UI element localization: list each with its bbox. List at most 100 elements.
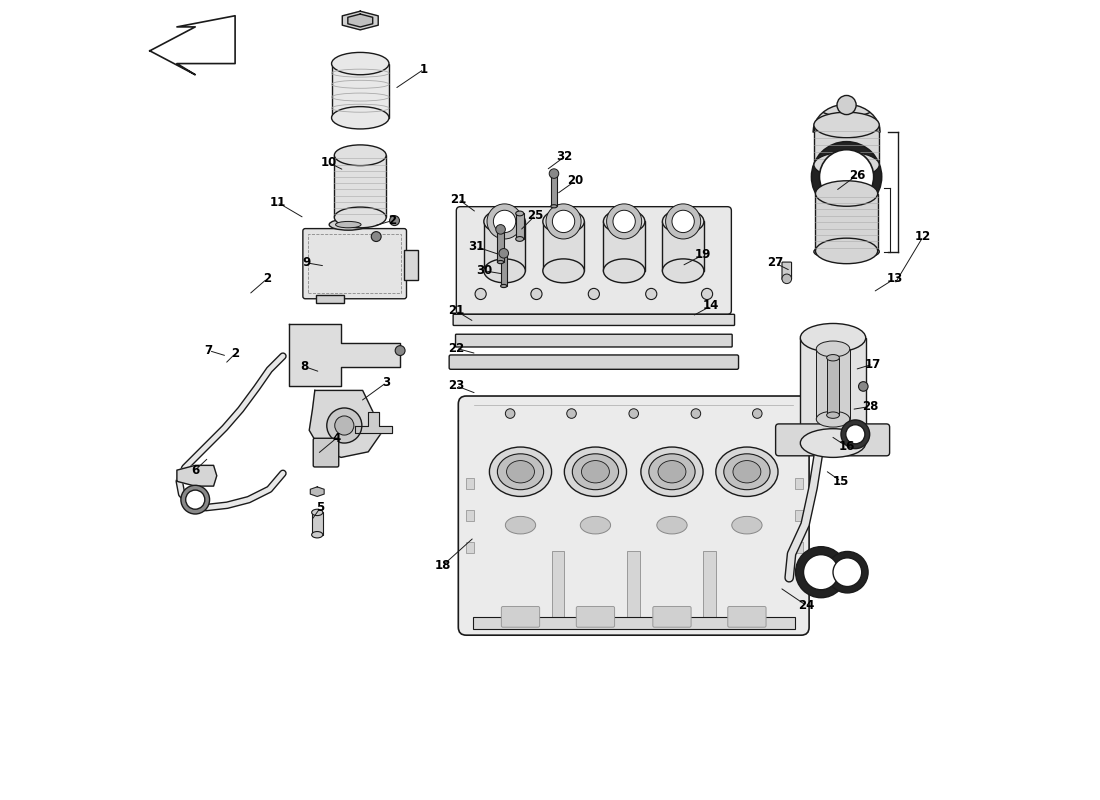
FancyBboxPatch shape (782, 262, 792, 280)
Circle shape (617, 268, 631, 282)
Circle shape (629, 409, 638, 418)
Bar (308, 234, 400, 293)
Polygon shape (348, 14, 373, 27)
Circle shape (552, 210, 574, 233)
Ellipse shape (732, 516, 762, 534)
Text: 8: 8 (300, 360, 309, 373)
Text: 2: 2 (388, 214, 396, 227)
Ellipse shape (816, 411, 850, 427)
FancyBboxPatch shape (576, 606, 615, 627)
Circle shape (837, 95, 856, 114)
Polygon shape (150, 16, 235, 74)
Ellipse shape (826, 412, 839, 418)
Ellipse shape (336, 222, 361, 228)
Ellipse shape (490, 447, 551, 497)
Bar (814, 125, 879, 165)
Circle shape (186, 490, 205, 510)
Circle shape (691, 409, 701, 418)
Polygon shape (288, 324, 400, 386)
Ellipse shape (311, 510, 322, 515)
Ellipse shape (814, 152, 879, 178)
Bar (473, 617, 794, 629)
Ellipse shape (505, 516, 536, 534)
Ellipse shape (641, 447, 703, 497)
Text: 27: 27 (767, 256, 783, 270)
Text: 26: 26 (849, 169, 865, 182)
Text: 21: 21 (448, 304, 464, 318)
Ellipse shape (572, 454, 618, 490)
Circle shape (795, 546, 847, 598)
Text: 11: 11 (270, 196, 286, 209)
Bar (311, 513, 322, 534)
Polygon shape (813, 104, 880, 132)
Text: 7: 7 (205, 344, 213, 357)
Text: 6: 6 (191, 464, 199, 477)
Ellipse shape (826, 354, 839, 361)
Ellipse shape (815, 238, 878, 264)
Ellipse shape (649, 454, 695, 490)
Ellipse shape (516, 237, 524, 242)
FancyBboxPatch shape (453, 314, 735, 326)
Circle shape (858, 382, 868, 391)
Ellipse shape (801, 323, 866, 352)
Circle shape (646, 288, 657, 299)
Text: 25: 25 (528, 209, 543, 222)
FancyBboxPatch shape (652, 606, 691, 627)
Bar (331, 63, 389, 118)
Circle shape (389, 216, 399, 226)
Text: 30: 30 (476, 264, 493, 278)
Ellipse shape (724, 454, 770, 490)
Text: 4: 4 (332, 432, 341, 445)
Ellipse shape (582, 461, 609, 483)
Text: 10: 10 (320, 156, 337, 169)
Ellipse shape (542, 210, 584, 234)
Text: 19: 19 (695, 249, 712, 262)
Polygon shape (342, 11, 378, 30)
Bar (551, 551, 564, 619)
Ellipse shape (564, 447, 627, 497)
Text: 21: 21 (450, 193, 466, 206)
Ellipse shape (334, 207, 386, 228)
Bar (794, 478, 803, 490)
Polygon shape (177, 466, 217, 486)
Circle shape (826, 551, 868, 593)
Text: 28: 28 (862, 400, 879, 413)
FancyBboxPatch shape (776, 424, 890, 456)
Text: 5: 5 (317, 501, 324, 514)
Circle shape (606, 204, 641, 239)
Bar (801, 338, 866, 443)
Ellipse shape (814, 112, 879, 138)
Text: 2: 2 (231, 347, 239, 360)
FancyBboxPatch shape (456, 206, 732, 314)
Circle shape (557, 268, 571, 282)
Bar (497, 232, 504, 262)
Text: 32: 32 (557, 150, 572, 163)
Circle shape (566, 409, 576, 418)
Circle shape (327, 408, 362, 443)
Bar (466, 542, 474, 553)
Ellipse shape (329, 219, 367, 230)
FancyBboxPatch shape (314, 438, 339, 467)
Text: 3: 3 (383, 376, 390, 389)
Circle shape (395, 346, 405, 355)
Circle shape (549, 169, 559, 178)
Circle shape (782, 274, 792, 284)
Circle shape (702, 288, 713, 299)
Ellipse shape (581, 516, 611, 534)
Ellipse shape (604, 259, 645, 283)
Text: 14: 14 (703, 299, 719, 313)
Circle shape (676, 268, 691, 282)
Circle shape (672, 210, 694, 233)
Polygon shape (354, 412, 393, 434)
Ellipse shape (484, 259, 526, 283)
FancyBboxPatch shape (455, 334, 733, 347)
Bar (516, 214, 524, 239)
Text: 24: 24 (799, 599, 815, 612)
Ellipse shape (551, 174, 558, 178)
Circle shape (334, 416, 354, 435)
Ellipse shape (500, 285, 507, 287)
FancyBboxPatch shape (459, 396, 810, 635)
Ellipse shape (733, 461, 761, 483)
Text: 15: 15 (833, 475, 849, 488)
Ellipse shape (497, 454, 543, 490)
